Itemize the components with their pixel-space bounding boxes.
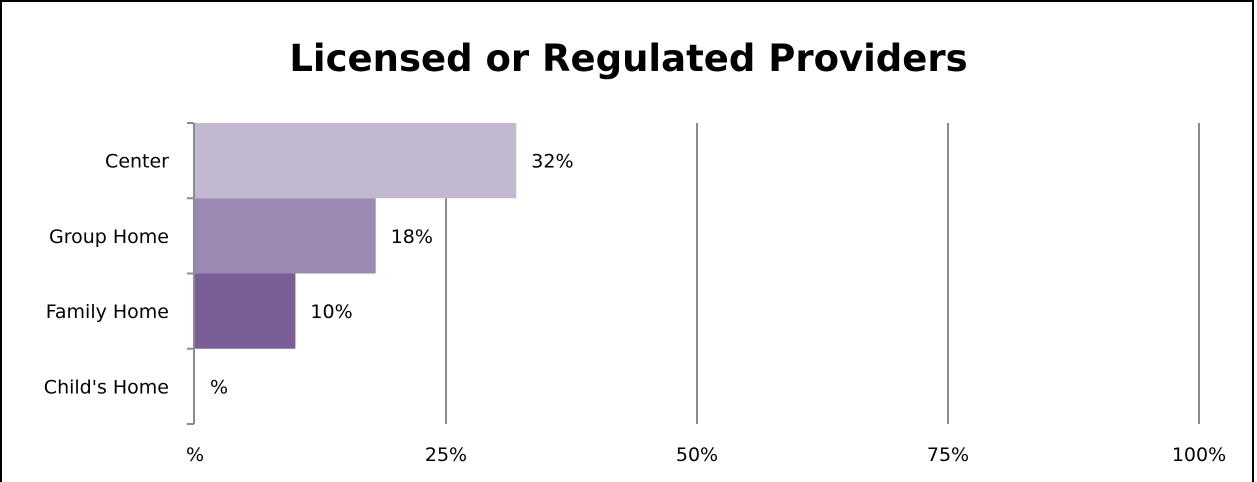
- chart-title: Licensed or Regulated Providers: [289, 37, 968, 80]
- data-labels: 32% 18% 10%%: [210, 151, 574, 399]
- data-label: 18%: [391, 226, 433, 248]
- bar-family-home: [195, 273, 296, 349]
- category-label: Family Home: [46, 301, 169, 323]
- bar-group-home: [195, 198, 376, 274]
- category-labels: Center Group Home Family Home Child's Home: [44, 151, 169, 399]
- category-label: Group Home: [49, 226, 169, 248]
- data-label: %: [210, 376, 228, 398]
- data-label: 32%: [531, 151, 573, 173]
- x-tick-label: 25%: [425, 444, 467, 466]
- category-label: Center: [105, 151, 169, 173]
- x-tick-label: %: [186, 444, 204, 466]
- x-tick-label: 100%: [1172, 444, 1226, 466]
- category-label: Child's Home: [44, 376, 169, 398]
- x-tick-labels: % 25% 50% 75% 100%: [186, 444, 1226, 466]
- bar-center: [195, 123, 517, 199]
- x-tick-label: 50%: [676, 444, 718, 466]
- category-axis: [187, 122, 195, 425]
- data-label: 10%: [310, 301, 352, 323]
- bars: [195, 123, 517, 349]
- x-tick-label: 75%: [927, 444, 969, 466]
